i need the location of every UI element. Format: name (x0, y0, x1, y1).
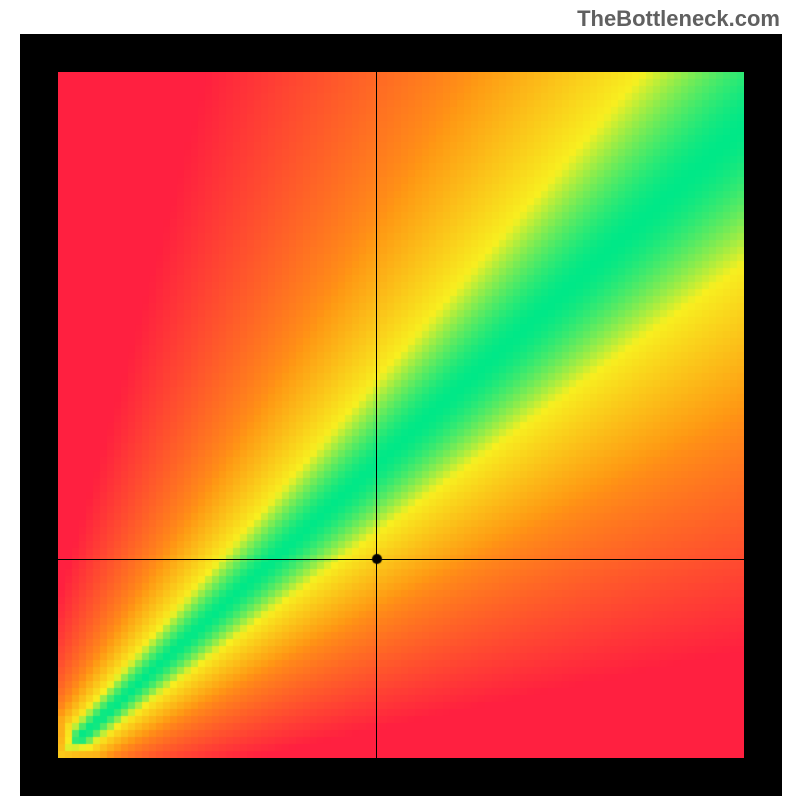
watermark-text: TheBottleneck.com (577, 6, 780, 32)
crosshair-vertical-line (376, 72, 377, 758)
crosshair-horizontal-line (58, 559, 744, 560)
crosshair-marker (371, 553, 383, 565)
heatmap-plot-area (58, 72, 744, 758)
heatmap-canvas (58, 72, 744, 758)
